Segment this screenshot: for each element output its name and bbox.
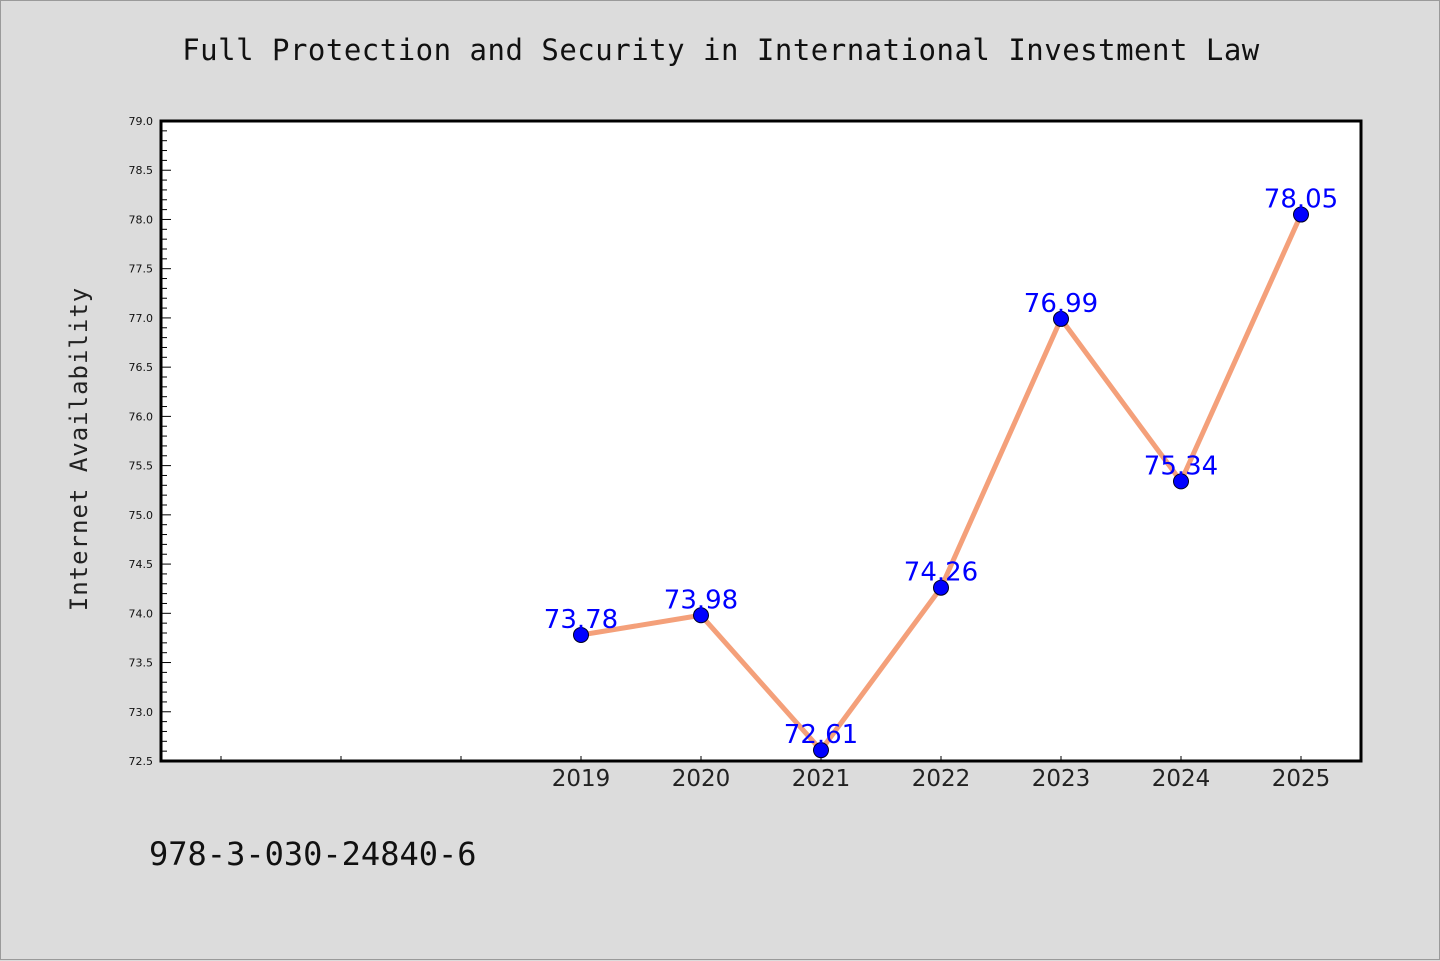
x-tick-label: 2025 [1272,766,1331,792]
data-markers [573,206,1309,759]
y-tick-label: 75.0 [129,509,154,522]
data-label: 76.99 [1024,289,1098,319]
y-tick-label: 77.0 [129,312,154,325]
data-labels: 73.78 73.98 72.61 74.26 76.99 75.34 78.05 [544,185,1338,751]
data-label: 73.78 [544,605,618,635]
y-tick-label: 76.0 [129,410,154,423]
chart-title: Full Protection and Security in Internat… [182,33,1260,67]
y-tick-label: 79.0 [129,115,154,128]
y-tick-label: 74.0 [129,607,154,620]
data-point [813,742,829,759]
data-label: 75.34 [1144,451,1218,481]
data-label: 73.98 [664,585,738,615]
y-tick-label: 78.0 [129,213,154,226]
x-tick-label: 2020 [672,766,731,792]
y-axis-ticks: 72.5 73.0 73.5 74.0 74.5 75.0 75.5 76.0 76.5 77.0… [129,115,171,768]
data-label: 74.26 [904,558,978,588]
x-tick-label: 2021 [792,766,851,792]
data-point [573,626,589,643]
x-axis-ticks: 2019 2020 2021 2022 2023 2024 2025 [220,756,1331,792]
y-tick-label: 76.5 [129,361,154,374]
data-point [693,607,709,624]
x-tick-label: 2019 [552,766,611,792]
y-tick-label: 78.5 [129,164,154,177]
y-tick-label: 73.0 [129,706,154,719]
y-tick-label: 73.5 [129,657,154,670]
data-point [1173,473,1189,490]
y-tick-label: 77.5 [129,263,154,276]
x-tick-label: 2023 [1032,766,1091,792]
y-tick-label: 75.5 [129,460,154,473]
x-tick-label: 2022 [912,766,971,792]
data-label: 72.61 [784,720,858,750]
x-tick-label: 2024 [1152,766,1211,792]
plot-area [159,119,1363,763]
data-label: 78.05 [1264,185,1338,215]
data-point [1293,206,1309,223]
y-tick-label: 72.5 [129,755,154,768]
data-point [1053,310,1069,327]
y-tick-label: 74.5 [129,558,154,571]
data-point [933,579,949,596]
isbn-text: 978-3-030-24840-6 [149,835,477,873]
